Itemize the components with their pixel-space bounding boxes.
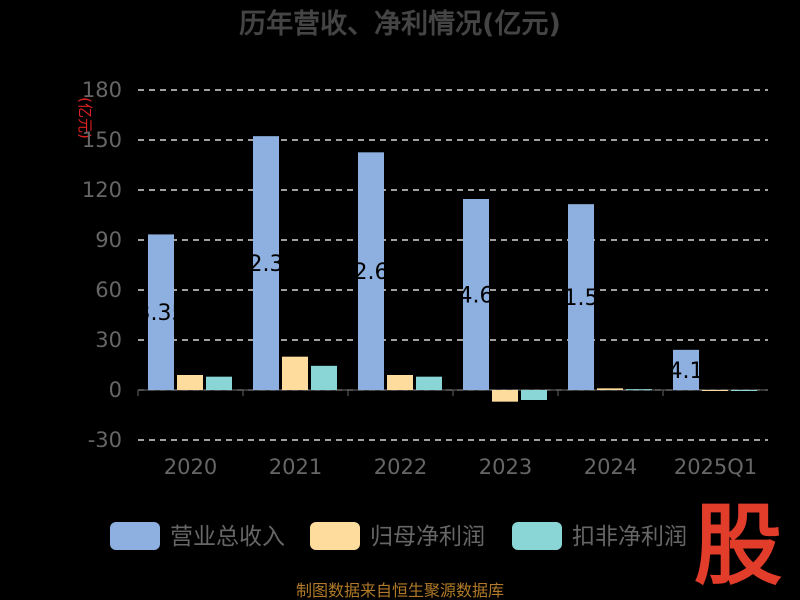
- bar-1: [568, 204, 594, 390]
- bar-data-label: 2.6: [354, 260, 389, 285]
- brand-logo: 股: [694, 494, 782, 597]
- y-tick-label: -30: [88, 428, 122, 452]
- legend-label: 扣非净利润: [572, 524, 687, 550]
- bar-data-label: 4.6: [459, 284, 494, 309]
- bar-2: [387, 375, 413, 390]
- legend-label: 营业总收入: [170, 524, 285, 550]
- bar-3: [626, 389, 652, 391]
- x-tick-label: 2022: [374, 455, 427, 479]
- bar-2: [282, 356, 308, 390]
- bar-2: [492, 390, 518, 402]
- bar-2: [702, 390, 728, 391]
- legend-label: 归母净利润: [370, 524, 485, 550]
- bar-3: [311, 365, 337, 390]
- bar-3: [206, 376, 232, 390]
- bar-data-label: 2.3: [249, 252, 284, 277]
- bar-3: [731, 390, 757, 391]
- y-axis-ticks: 180 150 120 90 60 30 0 -30: [82, 78, 122, 452]
- y-tick-label: 60: [95, 278, 122, 302]
- y-tick-label: 180: [82, 78, 122, 102]
- bar-data-label: 4.1: [669, 359, 704, 384]
- legend-swatch: [512, 522, 562, 550]
- bar-1: [358, 152, 384, 390]
- bar-1: [673, 349, 699, 390]
- bars: [148, 136, 757, 402]
- x-tick-label: 2023: [479, 455, 532, 479]
- y-tick-label: 0: [109, 378, 122, 402]
- bar-1: [253, 136, 279, 390]
- bar-1: [148, 234, 174, 390]
- bar-3: [416, 376, 442, 390]
- bar-2: [177, 375, 203, 390]
- legend-item[interactable]: 扣非净利润: [512, 522, 687, 550]
- bar-labels: 3.35 2.3 2.6 4.6 1.5 4.1: [137, 252, 704, 384]
- y-tick-label: 120: [82, 178, 122, 202]
- chart-title: 历年营收、净利情况(亿元): [239, 8, 561, 40]
- x-tick-label: 2024: [584, 455, 637, 479]
- y-axis-unit: (亿元): [76, 97, 94, 139]
- bar-data-label: 1.5: [564, 286, 599, 311]
- y-tick-label: 150: [82, 128, 122, 152]
- legend-swatch: [310, 522, 360, 550]
- y-tick-label: 30: [95, 328, 122, 352]
- bar-data-label: 3.35: [137, 301, 186, 326]
- bar-1: [463, 199, 489, 390]
- bar-3: [521, 390, 547, 400]
- legend[interactable]: 营业总收入 归母净利润 扣非净利润: [110, 522, 687, 550]
- x-axis-ticks: 2020 2021 2022 2023 2024 2025Q1: [137, 390, 757, 479]
- x-tick-label: 2025Q1: [674, 455, 757, 479]
- legend-item[interactable]: 营业总收入: [110, 522, 285, 550]
- data-source-note: 制图数据来自恒生聚源数据库: [296, 581, 504, 600]
- legend-item[interactable]: 归母净利润: [310, 522, 485, 550]
- x-tick-label: 2021: [269, 455, 322, 479]
- y-tick-label: 90: [95, 228, 122, 252]
- legend-swatch: [110, 522, 160, 550]
- bar-2: [597, 388, 623, 390]
- x-tick-label: 2020: [164, 455, 217, 479]
